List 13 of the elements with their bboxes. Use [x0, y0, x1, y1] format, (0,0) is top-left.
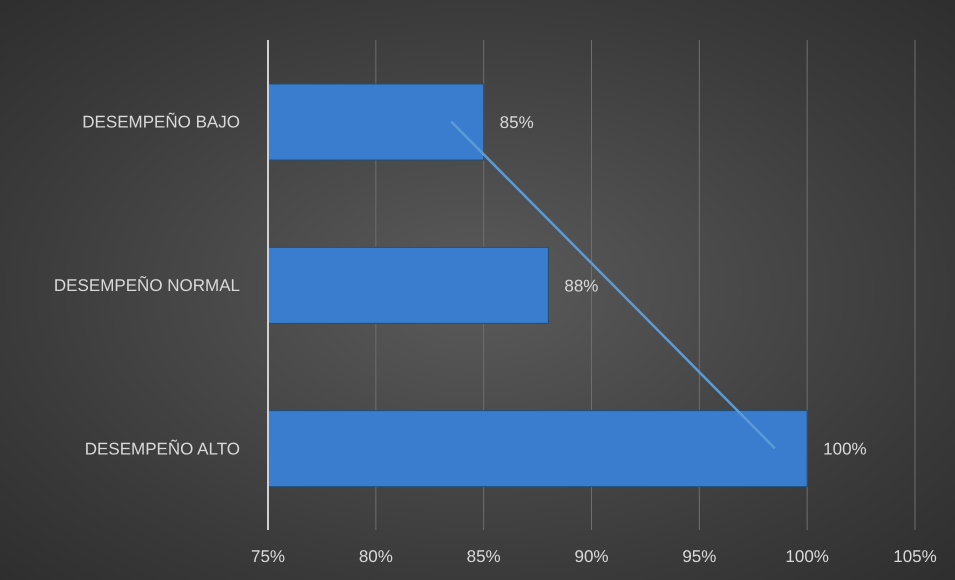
x-tick-label: 105% [893, 547, 937, 566]
x-tick-label: 95% [682, 547, 716, 566]
y-tick-label: DESEMPEÑO ALTO [84, 439, 240, 458]
y-tick-label: DESEMPEÑO NORMAL [54, 276, 240, 296]
data-label: 85% [500, 113, 534, 132]
x-tick-label: 85% [466, 547, 501, 566]
x-tick-label: 90% [574, 547, 609, 566]
data-label: 100% [823, 440, 867, 459]
x-tick-label: 100% [785, 547, 829, 566]
x-tick-label: 75% [250, 547, 286, 566]
data-label: 88% [564, 276, 598, 296]
y-tick-label: DESEMPEÑO BAJO [82, 112, 240, 132]
x-tick-label: 80% [358, 547, 393, 566]
